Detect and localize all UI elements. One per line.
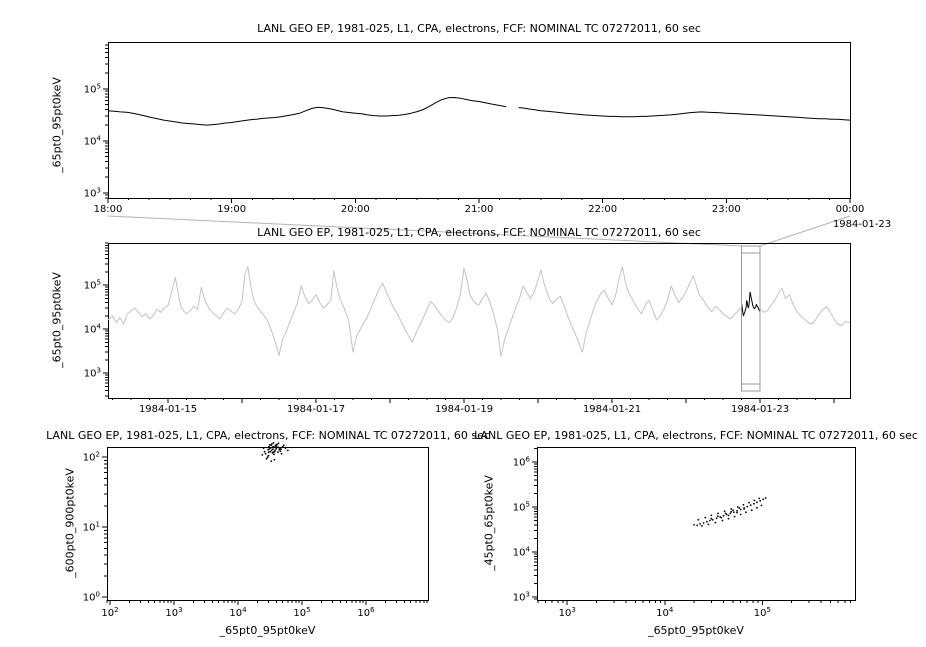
tick-label: 103 — [513, 590, 530, 603]
tick-label: 101 — [83, 521, 100, 534]
tick-label: 100 — [83, 591, 100, 604]
tick-label: 102 — [101, 606, 118, 619]
tick-label: 103 — [84, 186, 101, 199]
tick-label: 00:00 — [836, 204, 865, 215]
tick-label: 1984-01-23 — [731, 404, 789, 415]
tick-label: 1984-01-17 — [287, 404, 345, 415]
tick-label: 105 — [754, 606, 771, 619]
tick-label: 106 — [357, 606, 375, 619]
tick-label: 22:00 — [588, 204, 617, 215]
tick-label: 21:00 — [465, 204, 494, 215]
top-timeseries-plot[interactable]: 103 104 105 18:00 19:00 20:00 21:00 22:00 23:00 0… — [84, 42, 865, 216]
zoom-connector-lines — [107, 215, 851, 247]
tick-label: 104 — [84, 323, 102, 336]
tick-label: 103 — [84, 367, 101, 380]
tick-label: 104 — [656, 606, 674, 619]
tick-label: 103 — [559, 606, 576, 619]
scatter-plot-45-65keV[interactable]: 103 104 105 106 103 104 105 — [513, 447, 856, 620]
tick-label: 1984-01-19 — [435, 404, 493, 415]
tick-label: 105 — [84, 279, 101, 292]
tick-label: 105 — [293, 606, 310, 619]
tick-label: 105 — [513, 500, 530, 513]
tick-label: 106 — [513, 455, 531, 468]
tick-label: 103 — [165, 606, 182, 619]
tick-label: 102 — [83, 451, 100, 464]
tick-label: 104 — [84, 134, 102, 147]
tick-label: 1984-01-15 — [139, 404, 197, 415]
tick-label: 19:00 — [217, 204, 246, 215]
tick-label: 20:00 — [341, 204, 370, 215]
tick-label: 104 — [229, 606, 247, 619]
context-timeseries-plot[interactable]: 103 104 105 1984-01-15 1984-01-17 1984-01-19 1… — [84, 242, 851, 415]
context-selection-box[interactable] — [741, 245, 761, 392]
tick-label: 18:00 — [94, 204, 123, 215]
tick-label: 23:00 — [712, 204, 741, 215]
tick-label: 104 — [513, 545, 531, 558]
tick-label: 1984-01-21 — [583, 404, 641, 415]
scatter-plot-600-900keV[interactable]: 100 101 102 102 103 104 105 106 — [83, 442, 429, 619]
tick-label: 105 — [84, 82, 101, 95]
